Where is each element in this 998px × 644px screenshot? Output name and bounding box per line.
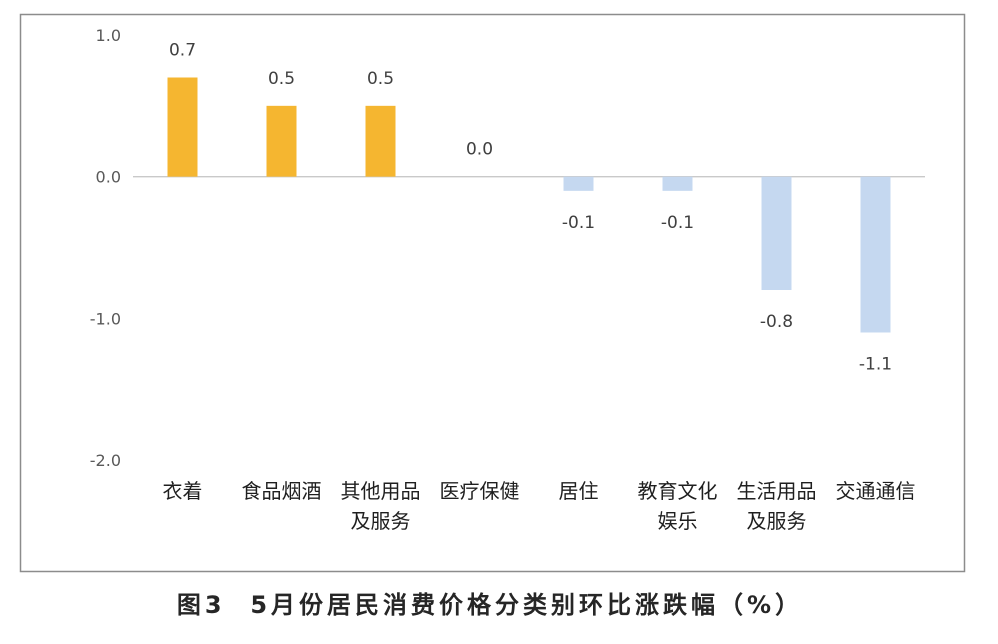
bar-3 [365,105,396,177]
category-label-2: 食品烟酒 [242,479,322,503]
data-label-3: 0.5 [367,69,394,89]
category-label-1: 衣着 [163,479,203,503]
data-label-5: -0.1 [562,213,595,233]
y-axis: 1.0 0.0 -1.0 -2.0 [90,26,121,470]
category-label-5: 居住 [559,479,599,503]
data-label-2: 0.5 [268,69,295,89]
bars [167,77,891,333]
y-tick-label-2: 0.0 [96,168,121,187]
bar-2 [266,105,297,177]
data-label-7: -0.8 [760,312,793,332]
category-label-8: 交通通信 [836,479,916,503]
data-labels: 0.7 0.5 0.5 0.0 -0.1 -0.1 -0.8 -1.1 [169,41,892,375]
y-tick-label-4: -2.0 [90,451,121,470]
data-label-4: 0.0 [466,140,493,160]
bar-8 [860,176,891,333]
bar-1 [167,77,198,177]
data-label-1: 0.7 [169,41,196,61]
bar-6 [662,176,693,191]
category-label-6: 教育文化娱乐 [638,479,718,533]
category-label-7: 生活用品及服务 [737,479,817,533]
category-label-4: 医疗保健 [440,479,520,503]
figure-caption: 图3 5月份居民消费价格分类别环比涨跌幅（%） [177,591,803,619]
data-label-8: -1.1 [859,355,892,375]
y-tick-label-1: 1.0 [96,26,121,45]
y-tick-label-3: -1.0 [90,309,121,328]
data-label-6: -0.1 [661,213,694,233]
bar-7 [761,176,792,290]
bar-5 [563,176,594,191]
category-label-3: 其他用品及服务 [341,479,421,533]
